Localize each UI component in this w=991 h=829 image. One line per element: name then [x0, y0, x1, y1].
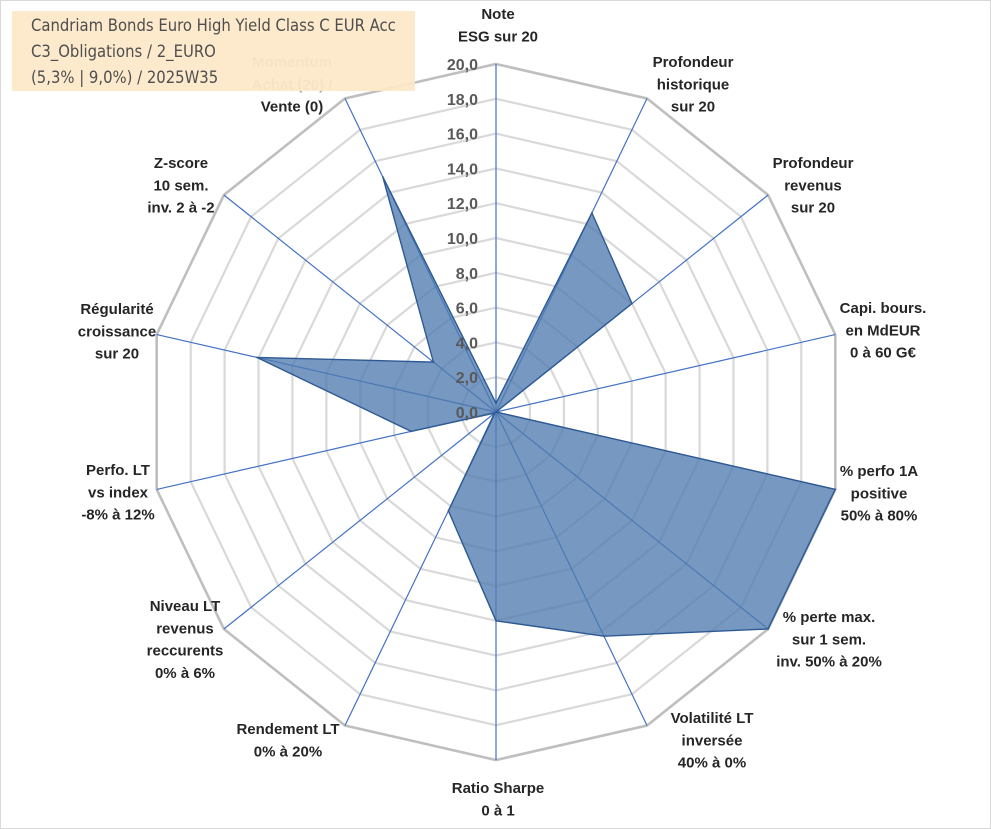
data-point	[591, 212, 593, 214]
axis-label: 0% à 20%	[254, 743, 322, 760]
axis-label: revenus	[784, 177, 842, 194]
tick-label: 0,0	[456, 405, 478, 422]
axis-label: 50% à 80%	[841, 508, 918, 525]
axis-label: reccurents	[147, 643, 224, 660]
axis-label: Volatilité LT	[671, 710, 754, 727]
data-point	[603, 635, 605, 637]
axis-label: % perte max.	[783, 609, 876, 626]
tick-label: 6,0	[456, 301, 478, 318]
data-point	[410, 430, 413, 433]
axis-label: positive	[851, 485, 908, 502]
axis-label: Perfo. LT	[86, 462, 150, 479]
tick-label: 18,0	[447, 92, 478, 109]
spoke-line	[495, 334, 836, 413]
radar-series	[255, 176, 837, 637]
axis-label: inv. 50% à 20%	[776, 654, 882, 671]
axis-label: sur 20	[671, 99, 715, 116]
data-point	[834, 488, 837, 491]
axis-label: Rendement LT	[236, 721, 339, 738]
tick-label: 16,0	[447, 127, 478, 144]
chart-subtitle-stats: (5,3% | 9,0%) / 2025W35	[31, 68, 219, 87]
axis-label: Z-score	[154, 155, 208, 172]
radial-tick-labels: 0,0 2,0 4,0 6,0 8,0 10,0 12,0 14,0 16,0 18,0 20,0	[447, 57, 478, 422]
tick-label: 2,0	[456, 370, 478, 387]
axis-label: Régularité	[80, 301, 153, 318]
axis-label: Note	[481, 6, 514, 23]
spoke-line	[223, 411, 497, 630]
tick-label: 4,0	[456, 335, 478, 352]
axis-label: Niveau LT	[150, 598, 221, 615]
chart-subtitle-category: C3_Obligations / 2_EURO	[31, 42, 216, 61]
data-point	[495, 620, 497, 622]
axis-label: inv. 2 à -2	[147, 200, 214, 217]
data-point	[495, 411, 497, 413]
axis-label: croissance	[78, 323, 156, 340]
axis-label: revenus	[156, 620, 214, 637]
tick-label: 8,0	[456, 266, 478, 283]
axis-label: Profondeur	[773, 155, 854, 172]
axis-labels: Note ESG sur 20 Profondeur historique sur 20…	[78, 6, 927, 819]
chart-title-box: Candriam Bonds Euro High Yield Class C E…	[12, 11, 415, 91]
tick-label: 14,0	[447, 161, 478, 178]
axis-label: sur 20	[95, 346, 139, 363]
axis-label: % perfo 1A	[840, 463, 919, 480]
tick-label: 12,0	[447, 196, 478, 213]
axis-label: ESG sur 20	[458, 28, 538, 45]
axis-label: vs index	[88, 484, 149, 501]
data-point	[432, 361, 435, 363]
axis-label: Capi. bours.	[840, 300, 927, 317]
axis-label: sur 20	[791, 200, 835, 217]
chart-title: Candriam Bonds Euro High Yield Class C E…	[31, 16, 396, 35]
axis-label: Profondeur	[653, 54, 734, 71]
data-point	[493, 412, 496, 414]
data-point	[767, 628, 769, 630]
axis-label: historique	[657, 76, 730, 93]
axis-label: 10 sem.	[153, 177, 208, 194]
data-point	[495, 402, 497, 405]
data-point	[631, 302, 633, 305]
tick-label: 10,0	[447, 231, 478, 248]
axis-label: Vente (0)	[261, 99, 324, 116]
axis-label: sur 1 sem.	[792, 631, 866, 648]
axis-label: 40% à 0%	[678, 755, 746, 772]
axis-label: -8% à 12%	[81, 507, 154, 524]
data-point	[447, 510, 450, 512]
axis-label: Ratio Sharpe	[452, 780, 545, 797]
data-point	[382, 176, 384, 178]
axis-label: 0 à 60 G€	[850, 345, 917, 362]
tick-label: 20,0	[447, 57, 478, 74]
axis-label: 0% à 6%	[155, 665, 215, 682]
axis-label: inversée	[682, 732, 743, 749]
axis-label: en MdEUR	[846, 322, 921, 339]
data-point	[255, 356, 258, 359]
series-area	[256, 176, 837, 637]
axis-label: 0 à 1	[481, 802, 514, 819]
